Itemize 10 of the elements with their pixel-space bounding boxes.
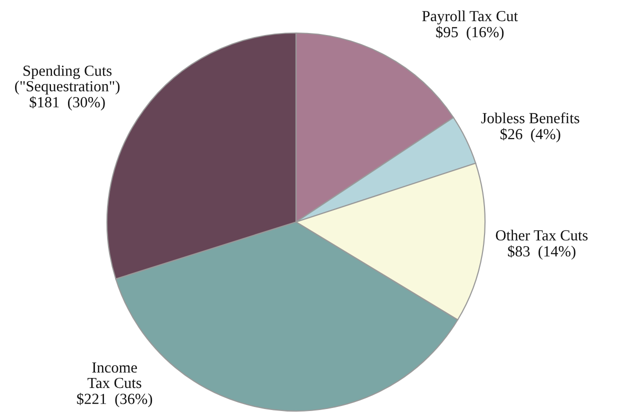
slice-label: Jobless Benefits — [481, 112, 580, 124]
data-label: $83 (14%) — [508, 245, 576, 260]
data-label: $221 (36%) — [77, 392, 152, 408]
data-label: $26 (4%) — [500, 128, 560, 142]
slice-label: Other Tax Cuts — [496, 230, 588, 241]
data-label: $181 (30%) — [30, 96, 105, 110]
slice-label: Spending Cuts ("Sequestration") — [15, 65, 120, 94]
slice-label: Payroll Tax Cut — [422, 10, 518, 24]
data-label: $95 (16%) — [436, 26, 504, 40]
slice-label: Income Tax Cuts — [88, 362, 142, 388]
